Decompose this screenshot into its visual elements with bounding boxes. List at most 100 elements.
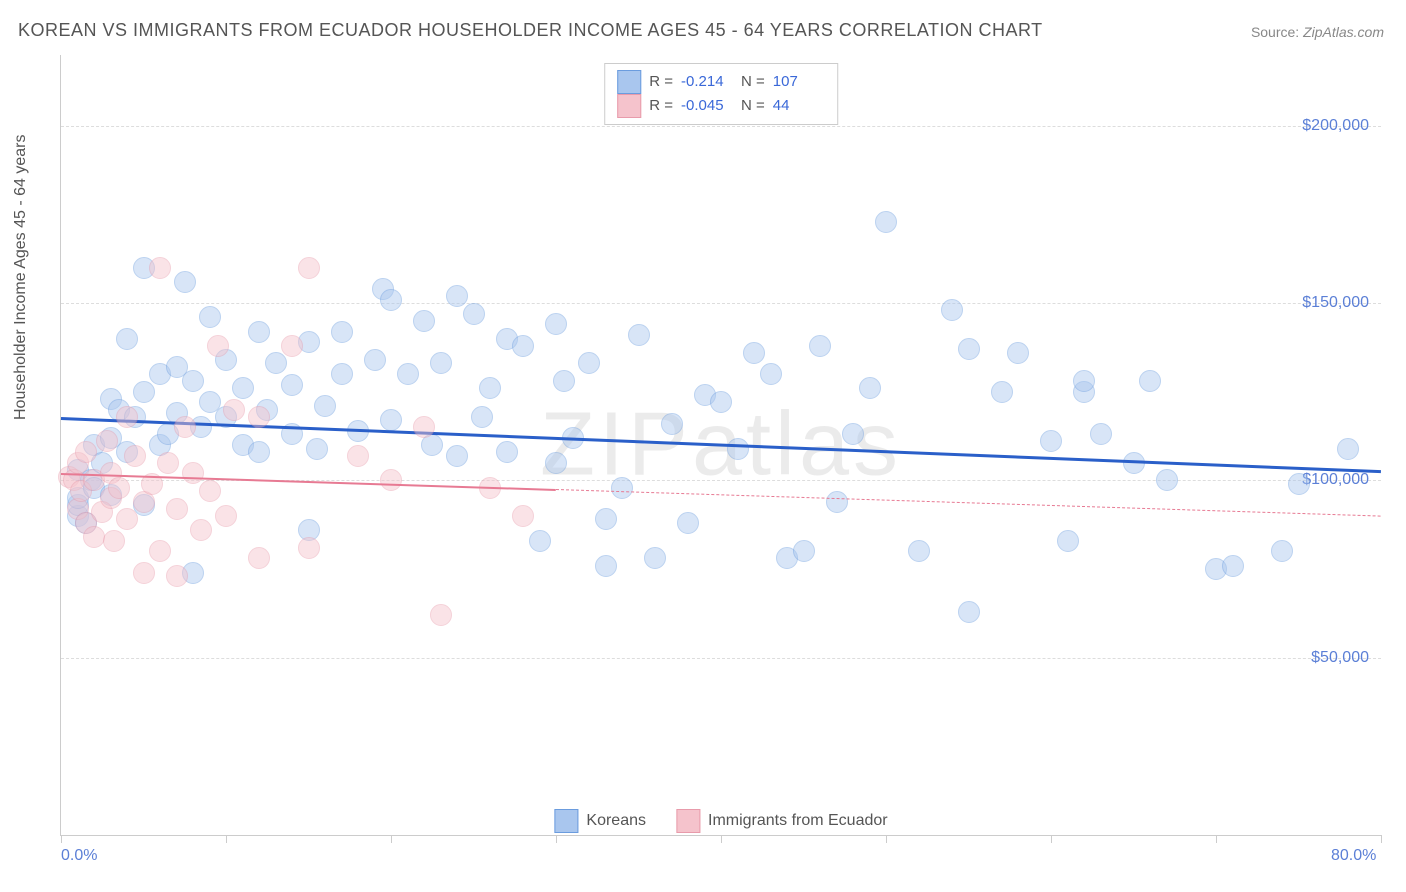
data-point [1288,473,1310,495]
x-tick-label: 80.0% [1331,847,1376,865]
y-tick-label: $150,000 [1302,294,1369,312]
data-point [364,349,386,371]
plot-area: ZIPatlas R = -0.214 N = 107 R = -0.045 N… [60,55,1381,836]
gridline [61,303,1381,304]
data-point [157,452,179,474]
data-point [199,306,221,328]
data-point [1007,342,1029,364]
y-tick-label: $100,000 [1302,471,1369,489]
y-axis-label: Householder Income Ages 45 - 64 years [12,135,30,421]
data-point [908,540,930,562]
data-point [661,413,683,435]
data-point [595,555,617,577]
r-value-1: -0.045 [681,94,733,118]
data-point [306,438,328,460]
n-label: N = [741,70,765,94]
data-point [545,452,567,474]
x-tick [886,835,887,843]
n-value-1: 44 [773,94,825,118]
data-point [644,547,666,569]
x-tick [721,835,722,843]
data-point [248,441,270,463]
data-point [248,321,270,343]
data-point [413,416,435,438]
x-tick [1051,835,1052,843]
data-point [96,430,118,452]
data-point [232,377,254,399]
stats-row-0: R = -0.214 N = 107 [617,70,825,94]
data-point [248,406,270,428]
source-attribution: Source: ZipAtlas.com [1251,24,1384,40]
bottom-legend: Koreans Immigrants from Ecuador [554,809,887,833]
n-value-0: 107 [773,70,825,94]
data-point [496,441,518,463]
data-point [463,303,485,325]
data-point [1040,430,1062,452]
data-point [611,477,633,499]
data-point [265,352,287,374]
data-point [677,512,699,534]
swatch-series-1 [617,94,641,118]
data-point [1222,555,1244,577]
trendline-dashed [556,489,1381,517]
x-tick [391,835,392,843]
data-point [207,335,229,357]
data-point [103,530,125,552]
data-point [116,406,138,428]
data-point [182,462,204,484]
data-point [1139,370,1161,392]
r-label: R = [649,70,673,94]
data-point [743,342,765,364]
data-point [75,441,97,463]
data-point [595,508,617,530]
data-point [875,211,897,233]
data-point [124,445,146,467]
gridline [61,126,1381,127]
data-point [793,540,815,562]
data-point [958,338,980,360]
x-tick [556,835,557,843]
legend-item-1: Immigrants from Ecuador [676,809,888,833]
n-label: N = [741,94,765,118]
data-point [413,310,435,332]
swatch-series-1 [676,809,700,833]
legend-label-1: Immigrants from Ecuador [708,812,888,830]
r-value-0: -0.214 [681,70,733,94]
data-point [446,445,468,467]
data-point [628,324,650,346]
data-point [553,370,575,392]
data-point [826,491,848,513]
data-point [1057,530,1079,552]
data-point [1337,438,1359,460]
data-point [1156,469,1178,491]
data-point [199,480,221,502]
swatch-series-0 [554,809,578,833]
x-tick [1216,835,1217,843]
source-value: ZipAtlas.com [1303,24,1384,40]
data-point [1090,423,1112,445]
swatch-series-0 [617,70,641,94]
data-point [174,271,196,293]
chart-title: KOREAN VS IMMIGRANTS FROM ECUADOR HOUSEH… [18,20,1043,41]
data-point [1271,540,1293,562]
y-tick-label: $200,000 [1302,117,1369,135]
gridline [61,658,1381,659]
data-point [347,445,369,467]
data-point [133,562,155,584]
data-point [842,423,864,445]
data-point [471,406,493,428]
data-point [133,381,155,403]
x-tick [61,835,62,843]
data-point [859,377,881,399]
data-point [281,335,303,357]
x-tick-label: 0.0% [61,847,97,865]
x-tick [226,835,227,843]
source-label: Source: [1251,24,1299,40]
y-tick-label: $50,000 [1311,649,1369,667]
data-point [215,505,237,527]
data-point [545,313,567,335]
data-point [380,469,402,491]
data-point [248,547,270,569]
data-point [174,416,196,438]
data-point [941,299,963,321]
